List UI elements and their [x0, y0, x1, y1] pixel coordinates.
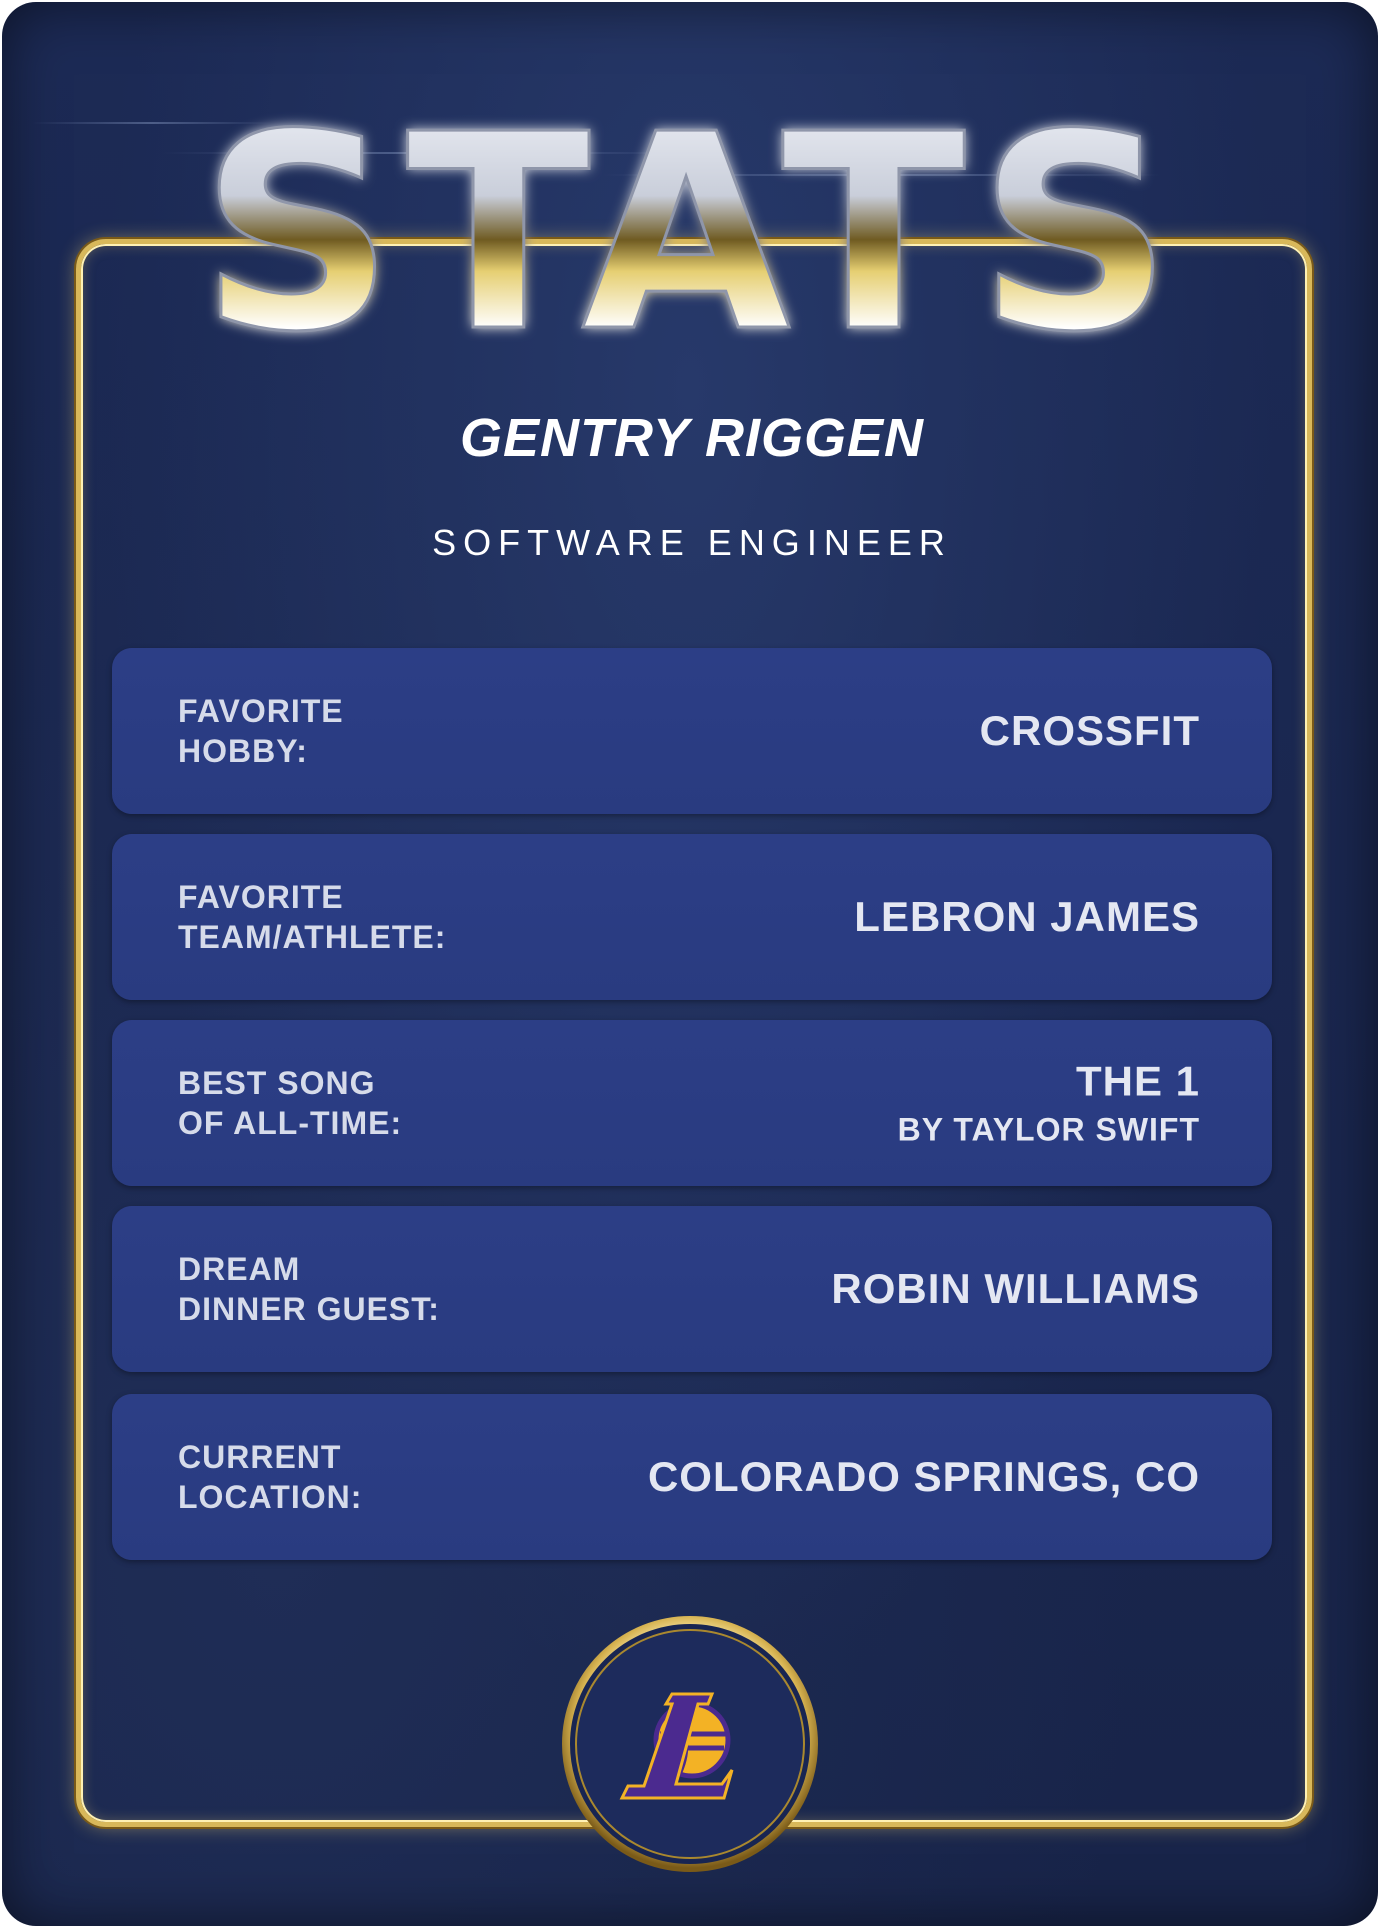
stat-value: LEBRON JAMES: [854, 893, 1200, 940]
stat-label: DREAM DINNER GUEST:: [178, 1251, 440, 1327]
stats-title-text: STATS: [202, 76, 1182, 391]
stat-row-hobby: FAVORITE HOBBY: CROSSFIT: [112, 648, 1272, 814]
stat-value: THE 1: [1075, 1057, 1200, 1105]
paper-crease: [32, 122, 272, 124]
stat-value: CROSSFIT: [979, 707, 1200, 754]
stats-title: STATS: [202, 75, 1182, 393]
stat-value: COLORADO SPRINGS, CO: [647, 1453, 1200, 1500]
stat-row-dinner-guest: DREAM DINNER GUEST: ROBIN WILLIAMS: [112, 1206, 1272, 1372]
paper-crease: [162, 152, 682, 154]
person-role: SOFTWARE ENGINEER: [432, 522, 952, 563]
stat-value-group: THE 1 BY TAYLOR SWIFT: [898, 1058, 1200, 1149]
team-emblem: [562, 1616, 818, 1872]
stat-row-team: FAVORITE TEAM/ATHLETE: LEBRON JAMES: [112, 834, 1272, 1000]
stat-label: CURRENT LOCATION:: [178, 1439, 363, 1515]
lakers-logo-icon: [619, 1692, 734, 1800]
stat-value: ROBIN WILLIAMS: [831, 1265, 1200, 1312]
stat-row-location: CURRENT LOCATION: COLORADO SPRINGS, CO: [112, 1394, 1272, 1560]
person-name: GENTRY RIGGEN: [459, 408, 925, 468]
stat-row-song: BEST SONG OF ALL-TIME: THE 1 BY TAYLOR S…: [112, 1020, 1272, 1186]
stat-label: FAVORITE TEAM/ATHLETE:: [178, 879, 447, 955]
paper-crease: [602, 174, 1162, 176]
stat-label: BEST SONG OF ALL-TIME:: [178, 1065, 403, 1141]
stat-label: FAVORITE HOBBY:: [178, 693, 344, 769]
stat-value-subtitle: BY TAYLOR SWIFT: [897, 1111, 1200, 1148]
